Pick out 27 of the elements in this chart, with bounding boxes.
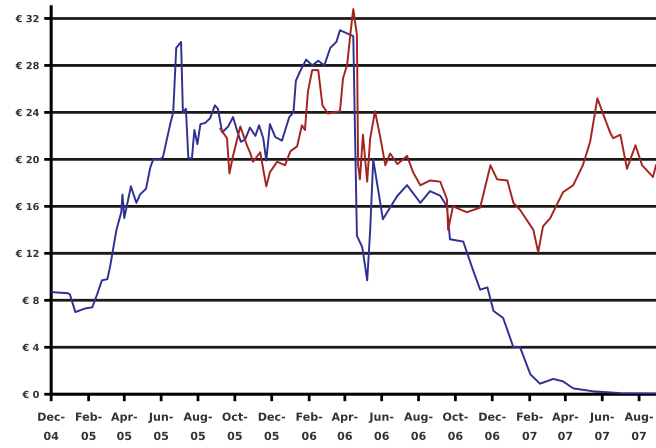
x-tick-label: Oct- 05	[222, 412, 248, 440]
x-tick-label: Jun- 06	[368, 412, 394, 440]
x-tick-label: Dec- 04	[38, 412, 65, 440]
y-tick-label: € 20	[16, 156, 39, 164]
x-tick-label: Aug- 05	[184, 412, 212, 440]
x-tick-label: Apr- 07	[552, 412, 578, 440]
y-tick-label: € 8	[22, 296, 39, 304]
x-tick-label: Aug- 06	[404, 412, 432, 440]
y-tick-label: € 16	[16, 202, 39, 210]
x-tick-label: Dec- 06	[479, 412, 506, 440]
y-tick-label: € 24	[16, 108, 39, 116]
x-tick-label: Feb- 07	[517, 412, 543, 440]
x-tick-label: Feb- 06	[296, 412, 322, 440]
x-tick-label: Dec- 05	[258, 412, 286, 440]
x-tick-label: Apr- 06	[332, 412, 358, 440]
x-tick-label: Jun- 07	[589, 412, 614, 440]
x-tick-label: Jun- 05	[148, 412, 173, 440]
x-tick-label: Aug- 07	[624, 412, 654, 440]
x-tick-label: Apr- 05	[111, 412, 137, 440]
y-tick-label: € 0	[22, 390, 39, 398]
x-tick-label: Oct- 06	[442, 412, 468, 440]
y-tick-label: € 32	[16, 14, 39, 22]
line-series	[219, 8, 656, 254]
x-tick-label: Feb- 05	[76, 412, 102, 440]
y-tick-label: € 28	[16, 62, 39, 70]
y-tick-label: € 4	[22, 344, 39, 352]
y-tick-label: € 12	[16, 250, 39, 258]
